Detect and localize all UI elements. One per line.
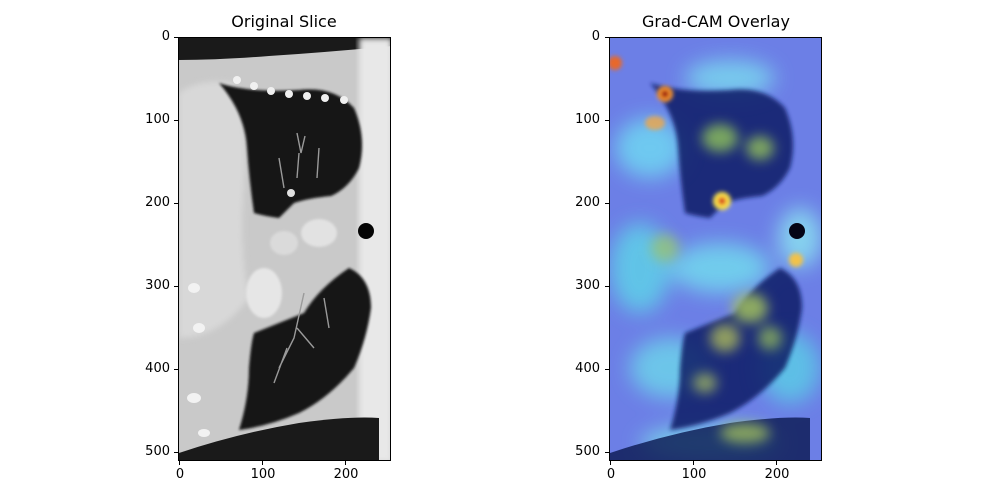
- x-tick-label: 200: [764, 467, 790, 482]
- y-tick-label: 200: [145, 195, 170, 210]
- y-tick-label: 300: [575, 278, 600, 293]
- x-tick-label: 100: [681, 467, 707, 482]
- original-slice-image: [178, 37, 391, 461]
- y-tick-label: 100: [575, 112, 600, 127]
- y-tick-label: 300: [145, 278, 170, 293]
- ct-slice-grayscale: [179, 38, 390, 460]
- x-tick-label: 0: [175, 467, 185, 482]
- y-tick-label: 500: [575, 444, 600, 459]
- y-tick-label: 400: [145, 361, 170, 376]
- right-panel-title: Grad-CAM Overlay: [642, 12, 790, 31]
- x-tick-label: 200: [333, 467, 359, 482]
- y-tick-label: 0: [161, 29, 170, 44]
- left-panel-title: Original Slice: [231, 12, 337, 31]
- x-tick-label: 100: [250, 467, 276, 482]
- y-tick-label: 100: [145, 112, 170, 127]
- y-tick-label: 500: [145, 444, 170, 459]
- y-tick-label: 0: [591, 29, 600, 44]
- gradcam-overlay-image: [609, 37, 822, 461]
- gradcam-heatmap: [610, 38, 821, 460]
- x-tick-label: 0: [606, 467, 616, 482]
- y-tick-label: 200: [575, 195, 600, 210]
- y-tick-label: 400: [575, 361, 600, 376]
